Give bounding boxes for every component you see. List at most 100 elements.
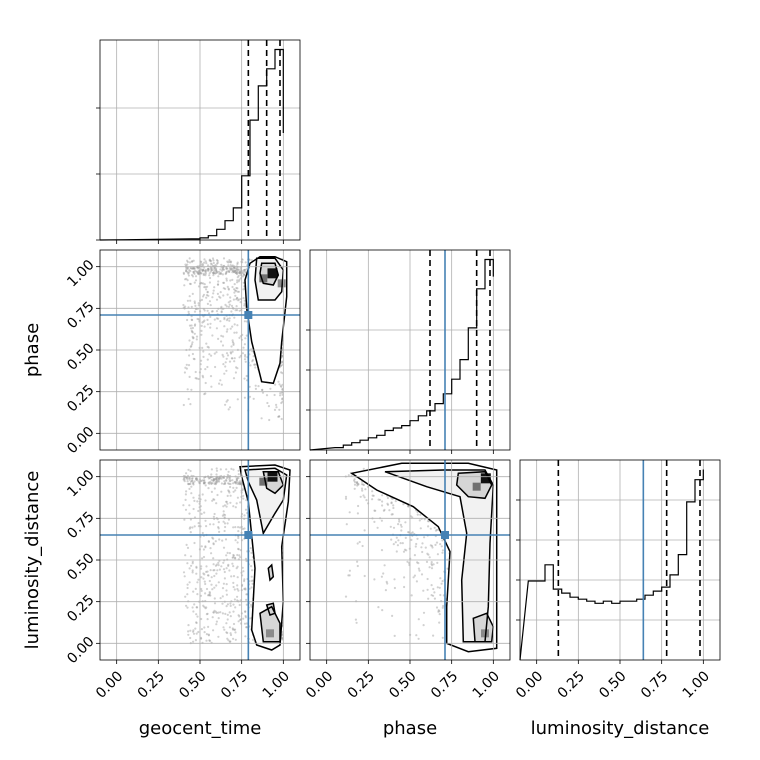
pair-phase-luminosity_distance-sample-point [431,564,434,567]
pair-phase-luminosity_distance-sample-point [377,606,380,609]
pair-geocent_time-luminosity_distance-sample-point [201,479,204,482]
pair-geocent_time-phase-sample-point [244,360,247,363]
pair-geocent_time-phase-sample-point [191,352,194,356]
pair-geocent_time-luminosity_distance-sample-point [235,477,238,481]
pair-geocent_time-luminosity_distance-sample-point [235,567,238,570]
pair-geocent_time-phase-sample-point [190,344,193,348]
pair-phase-luminosity_distance-sample-point [401,542,404,545]
pair-geocent_time-phase-sample-point [197,377,200,381]
pair-geocent_time-phase-sample-point [183,371,186,374]
pair-phase-luminosity_distance-sample-point [417,562,420,565]
pair-geocent_time-phase-sample-point [209,259,212,262]
pair-geocent_time-luminosity_distance-sample-point [197,630,200,634]
pair-geocent_time-luminosity_distance-sample-point [217,564,220,567]
pair-phase-luminosity_distance-sample-point [345,523,348,526]
pair-geocent_time-phase-sample-point [227,261,230,264]
pair-geocent_time-luminosity_distance-sample-point [228,611,231,614]
pair-phase-luminosity_distance-sample-point [434,529,438,532]
pair-phase-luminosity_distance-sample-point [360,487,364,490]
pair-geocent_time-luminosity_distance-sample-point [227,490,231,493]
pair-phase-luminosity_distance-sample-point [347,574,350,577]
pair-geocent_time-luminosity_distance-sample-point [236,565,239,568]
pair-geocent_time-luminosity_distance-sample-point [213,487,216,490]
pair-geocent_time-phase-sample-point [222,268,225,271]
pair-phase-luminosity_distance-sample-point [350,474,353,477]
pair-geocent_time-luminosity_distance-sample-point [232,482,235,485]
pair-geocent_time-luminosity_distance-sample-point [244,610,247,614]
pair-geocent_time-luminosity_distance-sample-point [215,620,218,623]
pair-geocent_time-phase-sample-point [233,316,236,319]
pair-geocent_time-luminosity_distance-sample-point [216,478,219,481]
pair-geocent_time-luminosity_distance-sample-point [211,499,214,502]
pair-geocent_time-phase-sample-point [197,270,201,273]
pair-geocent_time-luminosity_distance-sample-point [212,611,215,614]
pair-geocent_time-luminosity_distance-sample-point [197,522,200,525]
pair-geocent_time-luminosity_distance-sample-point [251,569,254,572]
pair-geocent_time-phase-sample-point [244,355,247,358]
pair-geocent_time-phase-sample-point [221,266,224,269]
pair-geocent_time-luminosity_distance-sample-point [184,498,187,501]
pair-geocent_time-luminosity_distance-sample-point [207,633,210,636]
pair-geocent_time-phase-sample-point [234,294,237,297]
pair-geocent_time-luminosity_distance-sample-point [196,479,199,482]
pair-geocent_time-luminosity_distance-sample-point [243,622,247,625]
pair-geocent_time-luminosity_distance-sample-point [218,538,221,541]
pair-geocent_time-phase-sample-point [191,341,194,344]
pair-phase-luminosity_distance-contour-3 [472,612,495,643]
pair-geocent_time-phase-sample-point [227,270,231,273]
pair-geocent_time-luminosity_distance-sample-point [236,496,239,499]
pair-geocent_time-phase-sample-point [228,270,231,273]
pair-geocent_time-phase-sample-point [277,415,280,418]
pair-geocent_time-phase-sample-point [191,326,194,330]
pair-geocent_time-phase-sample-point [250,259,253,262]
pair-geocent_time-phase-sample-point [182,403,185,407]
pair-geocent_time-luminosity_distance-sample-point [182,571,186,574]
pair-geocent_time-luminosity_distance-sample-point [229,482,232,486]
pair-geocent_time-luminosity_distance-sample-point [239,481,242,484]
pair-geocent_time-luminosity_distance-sample-point [200,479,203,483]
pair-phase-luminosity_distance-density-fill-0 [351,463,497,652]
pair-phase-luminosity_distance-sample-point [400,529,403,532]
pair-geocent_time-luminosity_distance-sample-point [207,574,210,577]
pair-geocent_time-luminosity_distance-sample-point [208,481,211,484]
pair-geocent_time-phase-sample-point [280,385,283,388]
pair-geocent_time-phase-sample-point [187,364,191,367]
pair-geocent_time-luminosity_distance-sample-point [195,606,199,609]
pair-phase-luminosity_distance-sample-point [429,527,432,530]
pair-geocent_time-luminosity_distance-sample-point [203,476,206,479]
pair-geocent_time-luminosity_distance-sample-point [193,603,196,606]
pair-geocent_time-phase-sample-point [191,266,194,269]
pair-geocent_time-luminosity_distance-sample-point [234,539,237,542]
pair-geocent_time-phase-sample-point [232,270,236,274]
xtick-label-geocent_time-3: 0.75 [218,668,251,701]
pair-geocent_time-luminosity_distance-sample-point [212,537,215,540]
pair-geocent_time-luminosity_distance-sample-point [225,605,228,608]
pair-geocent_time-luminosity_distance-sample-point [201,531,204,535]
pair-geocent_time-luminosity_distance-sample-point [200,576,203,579]
pair-geocent_time-phase-sample-point [268,418,271,422]
pair-geocent_time-phase-sample-point [191,330,194,333]
pair-geocent_time-phase-sample-point [279,394,282,397]
pair-geocent_time-phase-sample-point [192,336,195,339]
pair-geocent_time-phase-sample-point [231,357,234,360]
pair-geocent_time-phase-sample-point [194,304,197,307]
pair-geocent_time-luminosity_distance-sample-point [243,587,246,591]
pair-geocent_time-luminosity_distance-sample-point [244,587,247,590]
pair-geocent_time-phase-sample-point [202,268,205,272]
pair-geocent_time-luminosity_distance-sample-point [229,501,232,504]
pair-geocent_time-phase-sample-point [280,360,283,363]
pair-phase-luminosity_distance-sample-point [357,504,360,508]
pair-phase-luminosity_distance-sample-point [412,576,415,579]
pair-phase-luminosity_distance-sample-point [404,536,407,540]
pair-geocent_time-luminosity_distance-sample-point [216,481,219,484]
pair-geocent_time-phase-sample-point [208,272,211,275]
pair-geocent_time-luminosity_distance-sample-point [222,626,225,629]
pair-geocent_time-luminosity_distance-sample-point [224,481,227,484]
pair-geocent_time-phase-sample-point [233,291,236,294]
pair-phase-luminosity_distance-sample-point [381,494,384,497]
pair-geocent_time-luminosity_distance-sample-point [231,556,234,559]
pair-geocent_time-phase-sample-point [220,272,223,275]
pair-geocent_time-phase-sample-point [253,363,256,366]
pair-geocent_time-phase-sample-point [186,388,189,391]
pair-geocent_time-luminosity_distance-sample-point [235,486,238,489]
